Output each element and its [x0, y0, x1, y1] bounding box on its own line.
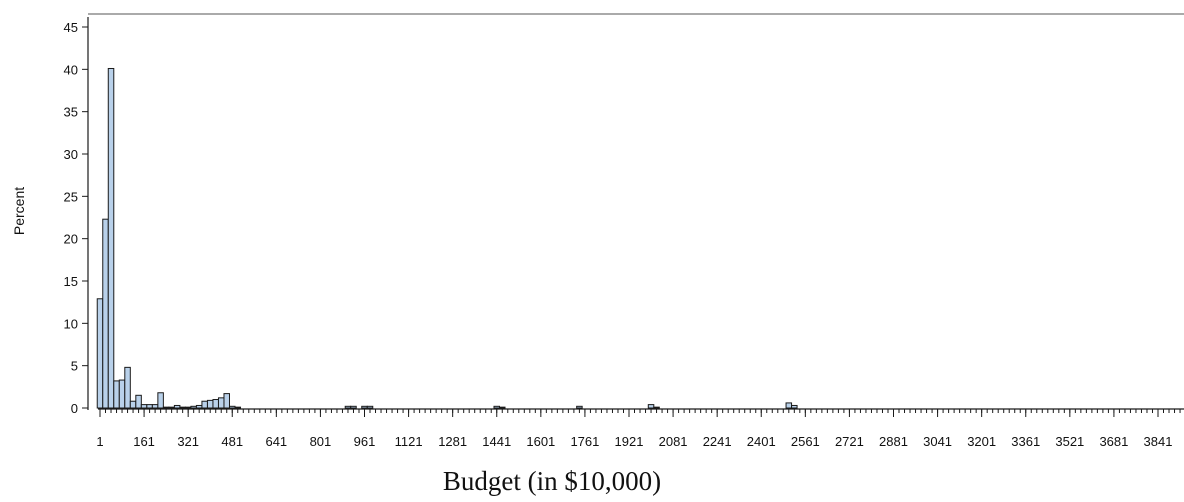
y-tick-label: 25: [64, 189, 78, 204]
x-tick-label: 2401: [747, 434, 776, 449]
histogram-bar: [201, 400, 208, 409]
histogram-bar: [157, 392, 164, 409]
histogram-bar: [140, 404, 148, 409]
histogram-bar: [217, 397, 225, 409]
y-axis: 0 5 10 15 20 25 30 35 40 45: [64, 17, 89, 416]
x-tick-label: 961: [354, 434, 376, 449]
x-axis-label: Budget (in $10,000): [443, 466, 661, 496]
histogram-bar: [118, 379, 126, 409]
histogram-bar: [129, 400, 137, 409]
x-tick-label: 1761: [570, 434, 599, 449]
x-tick-label: 3841: [1144, 434, 1173, 449]
histogram-bar: [96, 298, 104, 409]
x-tick-label: 1441: [482, 434, 511, 449]
histogram-bar: [350, 405, 357, 409]
x-tick-label: 321: [177, 434, 199, 449]
y-tick-label: 15: [64, 274, 78, 289]
histogram-bar: [190, 405, 197, 409]
histogram-bar: [647, 404, 655, 409]
histogram-bar: [785, 402, 793, 409]
x-tick-label: 801: [310, 434, 332, 449]
x-tick-label: 3201: [967, 434, 996, 449]
x-tick-label: 481: [221, 434, 243, 449]
x-tick-label: 1601: [526, 434, 555, 449]
y-tick-label: 40: [64, 62, 78, 77]
histogram-bar: [195, 404, 203, 409]
histogram-bar: [499, 406, 506, 409]
histogram-bar: [151, 404, 159, 409]
x-tick-label: 1921: [615, 434, 644, 449]
histogram-bar: [206, 399, 214, 409]
histogram-bar: [135, 394, 142, 409]
x-axis: 1 161 321 481 641 801 961 1121 1281 1441 1601 1761 1…: [96, 408, 1184, 449]
histogram-bar: [162, 406, 170, 409]
histogram-bar: [212, 399, 219, 409]
y-tick-label: 20: [64, 232, 78, 247]
x-tick-label: 3361: [1011, 434, 1040, 449]
histogram-bar: [146, 404, 153, 409]
y-tick-label: 0: [71, 401, 78, 416]
x-tick-label: 3521: [1055, 434, 1084, 449]
x-tick-label: 641: [265, 434, 287, 449]
x-tick-label: 1121: [395, 434, 423, 449]
histogram-bar: [576, 405, 583, 409]
histogram-bar: [173, 404, 181, 409]
histogram-bar: [184, 406, 192, 409]
y-tick-label: 30: [64, 147, 78, 162]
histogram-bar: [102, 218, 109, 409]
x-tick-label: 161: [133, 434, 155, 449]
histogram-bar: [791, 404, 798, 409]
histogram-bar: [344, 405, 352, 409]
histogram-bar: [124, 366, 131, 409]
histogram-bar: [179, 406, 186, 409]
histogram-bar: [493, 405, 500, 409]
bars: [96, 67, 798, 409]
x-tick-label: 2721: [835, 434, 864, 449]
histogram-bar: [223, 393, 230, 409]
histogram-bar: [168, 406, 175, 409]
x-tick-label: 2561: [791, 434, 820, 449]
histogram-bar: [234, 406, 242, 409]
y-tick-label: 45: [64, 20, 78, 35]
histogram-bar: [361, 405, 368, 409]
y-tick-label: 35: [64, 105, 78, 120]
x-tick-label: 1281: [438, 434, 467, 449]
histogram-bar: [107, 67, 115, 409]
y-axis-label: Percent: [11, 187, 27, 235]
x-tick-label: 2881: [879, 434, 908, 449]
x-tick-label: 3681: [1099, 434, 1128, 449]
y-tick-label: 10: [64, 316, 78, 331]
histogram-bar: [228, 405, 236, 409]
x-tick-label: 1: [96, 434, 103, 449]
x-tick-label: 2081: [659, 434, 688, 449]
histogram-bar: [653, 406, 660, 409]
y-tick-label: 5: [71, 359, 78, 374]
histogram-bar: [366, 405, 374, 409]
histogram-bar: [113, 380, 120, 409]
x-tick-label: 2241: [703, 434, 732, 449]
x-tick-label: 3041: [923, 434, 952, 449]
